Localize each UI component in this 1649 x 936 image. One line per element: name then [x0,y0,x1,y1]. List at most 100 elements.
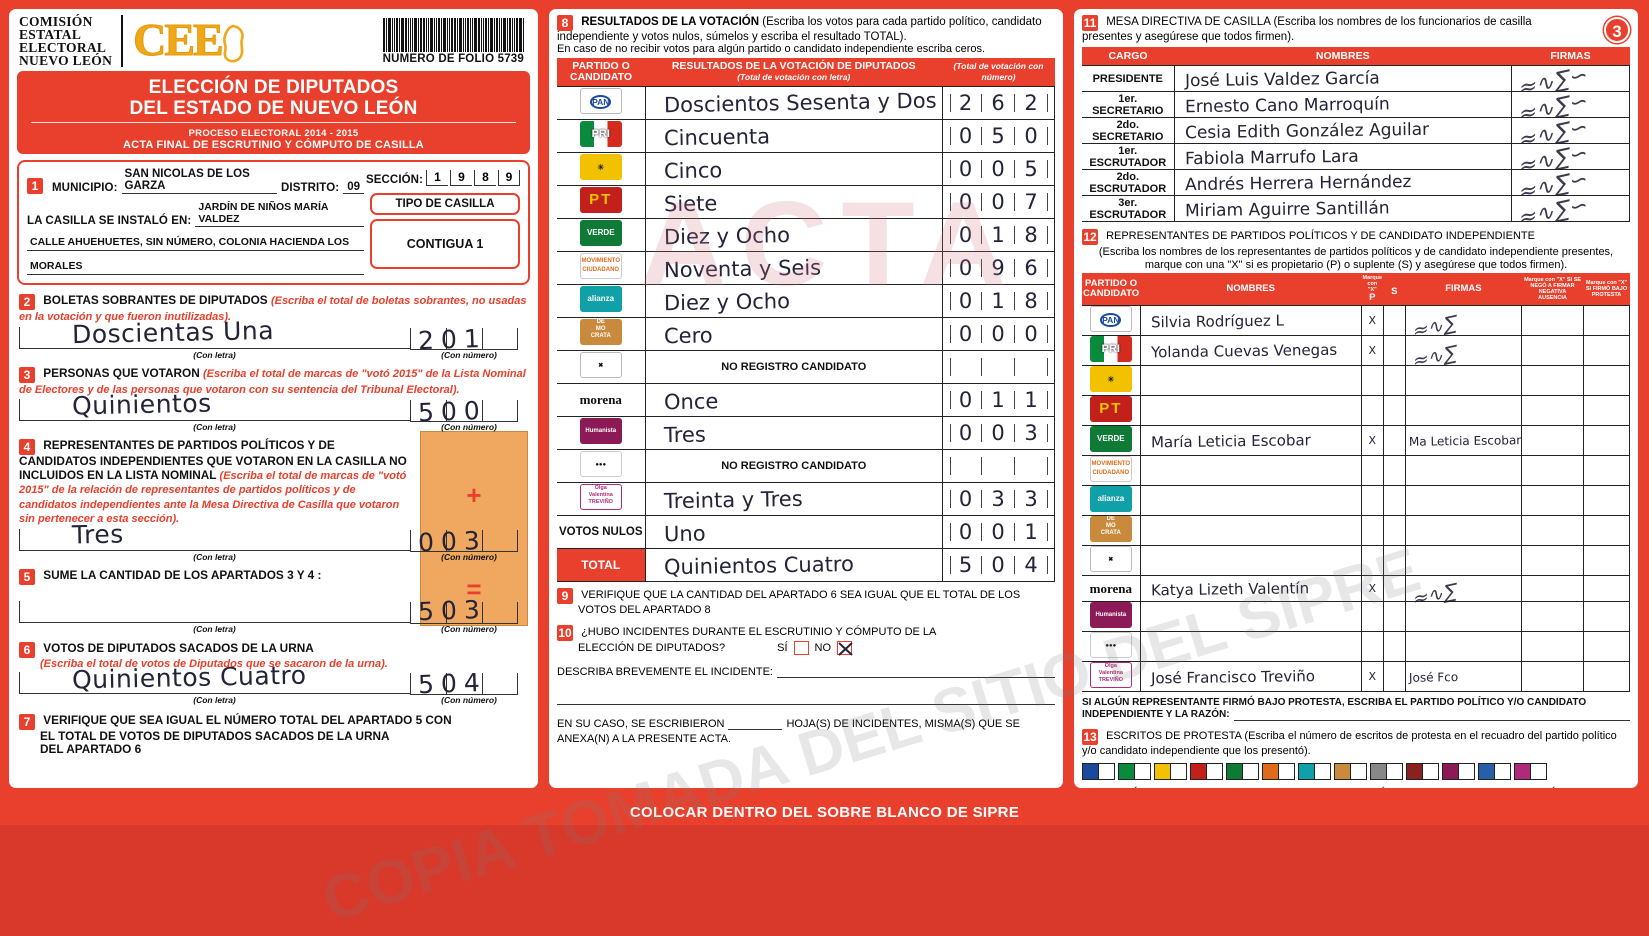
si-checkbox[interactable] [793,641,809,655]
rep-row-firma[interactable] [1404,515,1523,546]
rep-row-negativa[interactable] [1521,515,1584,546]
rep-row-propietario[interactable] [1360,485,1384,516]
rep-row-nombre[interactable]: Katya Lizeth Valentín [1139,575,1362,602]
rep-row-propietario[interactable] [1360,601,1384,632]
rep-row-firma[interactable] [1404,601,1523,632]
results-row-letra[interactable]: Cero [644,317,943,351]
rep-row-propietario[interactable] [1360,631,1384,662]
protest-box-enc[interactable] [1478,762,1511,780]
rep-row-protesta[interactable] [1583,545,1630,576]
rep-row-propietario[interactable] [1360,365,1384,396]
rep-row-firma[interactable] [1404,455,1523,486]
rep-row-propietario[interactable] [1360,515,1384,546]
seccion-digits[interactable]: 1 9 8 9 [426,170,520,186]
section-2-numero-field[interactable] [410,327,528,350]
rep-row-negativa[interactable] [1521,455,1584,486]
rep-row-negativa[interactable] [1521,631,1584,662]
describe-incident-field[interactable] [776,665,1055,678]
rep-row-protesta[interactable] [1583,335,1630,366]
protest-box-ind[interactable] [1514,762,1547,780]
section-6-letra-field[interactable]: Quinientos Cuatro [19,660,410,694]
rep-row-suplente[interactable] [1382,545,1406,576]
protest-alianza-input[interactable] [1314,763,1330,779]
rep-row-nombre[interactable]: José Francisco Treviño [1139,661,1362,692]
results-row-letra[interactable]: Diez y Ocho [644,284,943,318]
rep-row-negativa[interactable] [1521,305,1584,336]
rep-row-nombre[interactable] [1139,485,1362,516]
results-row-letra[interactable]: Once [644,383,943,417]
direccion-line2[interactable]: MORALES [27,260,364,275]
rep-row-suplente[interactable] [1382,575,1406,602]
section-3-letra-field[interactable]: Quinientos [19,389,410,421]
mesa-row-nombre[interactable]: Miriam Aguirre Santillán [1173,195,1512,222]
results-row-letra[interactable]: Tres [644,416,943,450]
protest-mc-input[interactable] [1278,763,1294,779]
results-row-letra[interactable]: Cincuenta [644,119,943,153]
rep-row-negativa[interactable] [1521,335,1584,366]
mesa-row-firma[interactable]: ≈∿∑∽ [1511,65,1630,92]
results-row-letra[interactable]: Treinta y Tres [644,482,943,516]
mesa-row-nombre[interactable]: Fabiola Marrufo Lara [1173,143,1512,170]
protest-box-pd[interactable] [1334,762,1367,780]
rep-row-suplente[interactable] [1382,631,1406,662]
rep-row-protesta[interactable] [1583,575,1630,602]
protest-box-prd[interactable] [1154,762,1187,780]
rep-row-nombre[interactable] [1139,631,1362,662]
rep-row-suplente[interactable] [1382,661,1406,692]
rep-row-suplente[interactable] [1382,601,1406,632]
rep-row-propietario[interactable]: X [1360,575,1384,602]
section-5-numero-field[interactable] [410,601,528,624]
rep-row-protesta[interactable] [1583,305,1630,336]
rep-row-firma[interactable] [1404,395,1523,426]
rep-row-propietario[interactable]: X [1360,661,1384,692]
section-6-numero-field[interactable] [410,672,528,695]
mesa-row-firma[interactable]: ≈∿∑∽ [1511,169,1630,196]
mesa-row-firma[interactable]: ≈∿∑∽ [1511,117,1630,144]
rep-row-nombre[interactable] [1139,515,1362,546]
municipio-value[interactable]: SAN NICOLAS DE LOS GARZA [121,168,278,194]
rep-row-firma[interactable] [1404,545,1523,576]
protest-box-pri[interactable] [1118,762,1151,780]
rep-row-firma[interactable]: Ma Leticia Escobar [1404,425,1523,456]
rep-row-negativa[interactable] [1521,425,1584,456]
protest-reason-field[interactable] [1233,709,1630,721]
section-4-numero-field[interactable] [410,529,528,552]
mesa-row-nombre[interactable]: Ernesto Cano Marroquín [1173,91,1512,118]
protest-box-alianza[interactable] [1298,762,1331,780]
describe-incident-field-2[interactable] [557,692,1055,705]
rep-row-firma[interactable]: ≈∿∑ [1404,575,1523,611]
no-checkbox[interactable] [837,641,853,656]
rep-row-nombre[interactable] [1139,395,1362,426]
rep-row-protesta[interactable] [1583,661,1630,692]
protest-ind-input[interactable] [1530,763,1546,779]
distrito-value[interactable]: 09 [343,181,364,194]
rep-row-protesta[interactable] [1583,455,1630,486]
results-row-letra[interactable]: Noventa y Seis [644,251,943,285]
rep-row-propietario[interactable] [1360,455,1384,486]
results-row-letra[interactable]: Siete [644,185,943,219]
rep-row-protesta[interactable] [1583,631,1630,662]
protest-cc-input[interactable] [1386,763,1402,779]
protest-prd-input[interactable] [1170,763,1186,779]
rep-row-propietario[interactable] [1360,395,1384,426]
rep-row-negativa[interactable] [1521,601,1584,632]
results-row-letra[interactable]: Diez y Ocho [644,218,943,252]
rep-row-propietario[interactable]: X [1360,305,1384,336]
rep-row-suplente[interactable] [1382,395,1406,426]
protest-hum-input[interactable] [1458,763,1474,779]
section-3-numero-field[interactable] [410,400,528,422]
results-row-numero[interactable] [942,449,1055,483]
results-row-letra[interactable]: Doscientos Sesenta y Dos [644,86,943,120]
instalo-value[interactable]: JARDÍN DE NIÑOS MARÍA VALDEZ [195,201,364,227]
